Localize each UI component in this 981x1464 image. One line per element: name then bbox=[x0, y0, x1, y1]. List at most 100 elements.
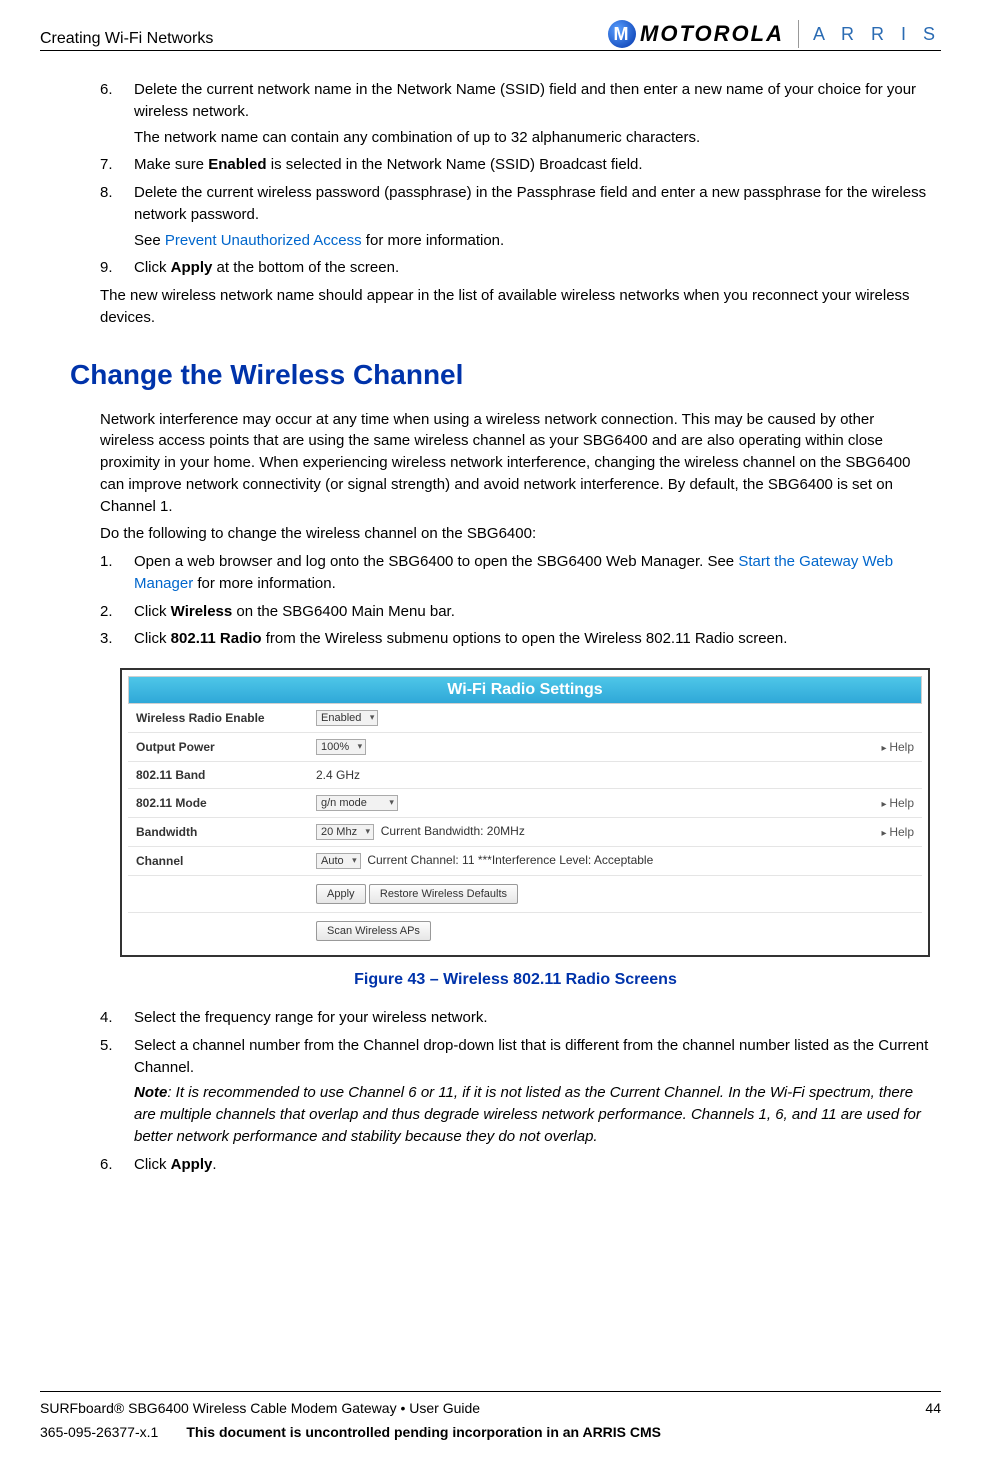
step-number: 1. bbox=[100, 551, 134, 595]
scan-aps-button[interactable]: Scan Wireless APs bbox=[316, 921, 431, 941]
page-header: Creating Wi-Fi Networks M MOTOROLA A R R… bbox=[40, 20, 941, 51]
select-output-power[interactable]: 100% bbox=[316, 739, 366, 755]
step-number: 5. bbox=[100, 1035, 134, 1148]
bandwidth-current: Current Bandwidth: 20MHz bbox=[381, 824, 525, 838]
step-9: 9. Click Apply at the bottom of the scre… bbox=[100, 257, 931, 279]
step-number: 4. bbox=[100, 1007, 134, 1029]
step-6b: 6. Click Apply. bbox=[100, 1154, 931, 1176]
main-content: 6. Delete the current network name in th… bbox=[40, 79, 941, 1175]
page-footer: SURFboard® SBG6400 Wireless Cable Modem … bbox=[40, 1391, 941, 1440]
select-channel[interactable]: Auto bbox=[316, 853, 361, 869]
step-subtext: The network name can contain any combina… bbox=[134, 127, 931, 149]
footer-notice: This document is uncontrolled pending in… bbox=[186, 1424, 661, 1440]
button-row-2: Scan Wireless APs bbox=[128, 913, 922, 950]
note-label: Note bbox=[134, 1084, 167, 1101]
figure-caption: Figure 43 – Wireless 802.11 Radio Screen… bbox=[100, 971, 931, 989]
label: Wireless Radio Enable bbox=[128, 704, 308, 733]
button-row-1: Apply Restore Wireless Defaults bbox=[128, 876, 922, 913]
footer-product: SURFboard® SBG6400 Wireless Cable Modem … bbox=[40, 1400, 480, 1416]
bold: Apply bbox=[171, 259, 213, 276]
link-prevent-unauthorized-access[interactable]: Prevent Unauthorized Access bbox=[165, 232, 362, 249]
bold: 802.11 Radio bbox=[171, 630, 262, 647]
select-radio-enable[interactable]: Enabled bbox=[316, 710, 378, 726]
text: . bbox=[212, 1156, 216, 1173]
step-8: 8. Delete the current wireless password … bbox=[100, 182, 931, 251]
text: is selected in the Network Name (SSID) B… bbox=[267, 156, 643, 173]
settings-table: Wireless Radio Enable Enabled Output Pow… bbox=[128, 704, 922, 949]
text: Click bbox=[134, 603, 171, 620]
row-mode: 802.11 Mode g/n mode Help bbox=[128, 789, 922, 818]
bold: Enabled bbox=[208, 156, 266, 173]
step-text: Select the frequency range for your wire… bbox=[134, 1007, 931, 1029]
step-1: 1. Open a web browser and log onto the S… bbox=[100, 551, 931, 595]
select-mode[interactable]: g/n mode bbox=[316, 795, 398, 811]
help-link[interactable]: Help bbox=[882, 740, 915, 754]
channel-current: Current Channel: 11 ***Interference Leve… bbox=[367, 853, 653, 867]
section-steps: 1. Open a web browser and log onto the S… bbox=[100, 551, 931, 650]
row-band: 802.11 Band 2.4 GHz bbox=[128, 762, 922, 789]
motorola-logo: M MOTOROLA bbox=[608, 20, 784, 48]
step-text: Select a channel number from the Channel… bbox=[134, 1037, 928, 1076]
label: 802.11 Mode bbox=[128, 789, 308, 818]
bold: Wireless bbox=[171, 603, 233, 620]
label: 802.11 Band bbox=[128, 762, 308, 789]
label: Channel bbox=[128, 847, 308, 876]
motorola-m-icon: M bbox=[608, 20, 636, 48]
apply-button[interactable]: Apply bbox=[316, 884, 366, 904]
row-wireless-radio-enable: Wireless Radio Enable Enabled bbox=[128, 704, 922, 733]
text: for more information. bbox=[362, 232, 505, 249]
logo-block: M MOTOROLA A R R I S bbox=[608, 20, 941, 48]
text: Click bbox=[134, 259, 171, 276]
closing-paragraph: The new wireless network name should app… bbox=[100, 285, 931, 329]
step-number: 2. bbox=[100, 601, 134, 623]
breadcrumb: Creating Wi-Fi Networks bbox=[40, 30, 213, 48]
value: 2.4 GHz bbox=[308, 762, 854, 789]
text: Click bbox=[134, 630, 171, 647]
step-3: 3. Click 802.11 Radio from the Wireless … bbox=[100, 628, 931, 650]
arris-logo: A R R I S bbox=[813, 24, 941, 45]
step-number: 9. bbox=[100, 257, 134, 279]
row-output-power: Output Power 100% Help bbox=[128, 733, 922, 762]
section-heading: Change the Wireless Channel bbox=[70, 359, 931, 391]
step-7: 7. Make sure Enabled is selected in the … bbox=[100, 154, 931, 176]
text: Click bbox=[134, 1156, 171, 1173]
step-number: 6. bbox=[100, 1154, 134, 1176]
section-lead: Do the following to change the wireless … bbox=[100, 523, 931, 545]
row-channel: Channel Auto Current Channel: 11 ***Inte… bbox=[128, 847, 922, 876]
figure-wifi-radio: Wi-Fi Radio Settings Wireless Radio Enab… bbox=[120, 668, 930, 957]
step-4: 4. Select the frequency range for your w… bbox=[100, 1007, 931, 1029]
footer-page-number: 44 bbox=[925, 1400, 941, 1416]
section-intro: Network interference may occur at any ti… bbox=[100, 409, 931, 518]
note-text: : It is recommended to use Channel 6 or … bbox=[134, 1084, 921, 1145]
steps-bottom: 4. Select the frequency range for your w… bbox=[100, 1007, 931, 1175]
step-text: Delete the current wireless password (pa… bbox=[134, 184, 926, 223]
label: Output Power bbox=[128, 733, 308, 762]
step-6: 6. Delete the current network name in th… bbox=[100, 79, 931, 148]
motorola-wordmark: MOTOROLA bbox=[640, 21, 784, 47]
text: Make sure bbox=[134, 156, 208, 173]
help-link[interactable]: Help bbox=[882, 796, 915, 810]
footer-docno: 365-095-26377-x.1 bbox=[40, 1424, 158, 1440]
text: for more information. bbox=[193, 575, 336, 592]
logo-divider bbox=[798, 20, 799, 48]
label: Bandwidth bbox=[128, 818, 308, 847]
step-number: 8. bbox=[100, 182, 134, 251]
text: Open a web browser and log onto the SBG6… bbox=[134, 553, 738, 570]
text: See bbox=[134, 232, 165, 249]
step-number: 3. bbox=[100, 628, 134, 650]
figure-header: Wi-Fi Radio Settings bbox=[128, 676, 922, 704]
step-2: 2. Click Wireless on the SBG6400 Main Me… bbox=[100, 601, 931, 623]
text: on the SBG6400 Main Menu bar. bbox=[232, 603, 455, 620]
help-link[interactable]: Help bbox=[882, 825, 915, 839]
step-text: Delete the current network name in the N… bbox=[134, 81, 916, 120]
steps-continued: 6. Delete the current network name in th… bbox=[100, 79, 931, 279]
select-bandwidth[interactable]: 20 Mhz bbox=[316, 824, 374, 840]
step-5: 5. Select a channel number from the Chan… bbox=[100, 1035, 931, 1148]
step-number: 6. bbox=[100, 79, 134, 148]
text: at the bottom of the screen. bbox=[212, 259, 399, 276]
text: from the Wireless submenu options to ope… bbox=[262, 630, 788, 647]
bold: Apply bbox=[171, 1156, 213, 1173]
row-bandwidth: Bandwidth 20 Mhz Current Bandwidth: 20MH… bbox=[128, 818, 922, 847]
step-number: 7. bbox=[100, 154, 134, 176]
restore-defaults-button[interactable]: Restore Wireless Defaults bbox=[369, 884, 518, 904]
